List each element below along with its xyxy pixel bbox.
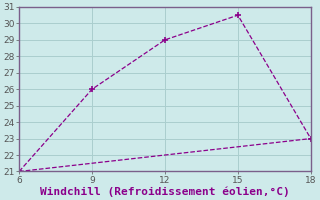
X-axis label: Windchill (Refroidissement éolien,°C): Windchill (Refroidissement éolien,°C) [40, 186, 290, 197]
